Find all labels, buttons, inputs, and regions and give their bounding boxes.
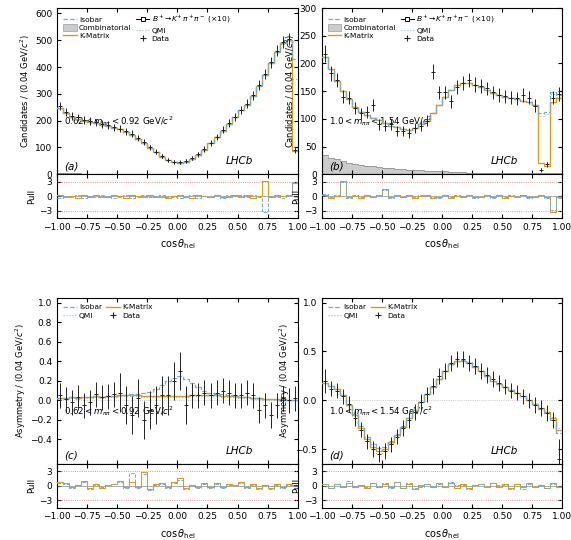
Text: $1.0 < m_{\pi\pi} < 1.54$ GeV/$c^2$: $1.0 < m_{\pi\pi} < 1.54$ GeV/$c^2$ [329, 403, 433, 417]
Y-axis label: Pull: Pull [292, 188, 301, 204]
Text: LHCb: LHCb [226, 446, 253, 456]
X-axis label: $\cos\theta_{\rm hel}$: $\cos\theta_{\rm hel}$ [424, 238, 460, 251]
Text: (d): (d) [329, 451, 344, 461]
Text: LHCb: LHCb [226, 156, 253, 166]
Legend: Isobar, Combinatorial, K-Matrix, $B^+\!\to\!K^{\!+}\pi^+\pi^-$ ($\times$10), QMI: Isobar, Combinatorial, K-Matrix, $B^+\!\… [325, 12, 497, 44]
Y-axis label: Pull: Pull [292, 478, 301, 494]
X-axis label: $\cos\theta_{\rm hel}$: $\cos\theta_{\rm hel}$ [159, 238, 195, 251]
Y-axis label: Pull: Pull [27, 188, 36, 204]
Text: LHCb: LHCb [490, 446, 518, 456]
Text: (c): (c) [65, 451, 78, 461]
Legend: Isobar, QMI, K-Matrix, Data: Isobar, QMI, K-Matrix, Data [325, 301, 420, 321]
Y-axis label: Candidates / (0.04 GeV/$c^2$): Candidates / (0.04 GeV/$c^2$) [284, 35, 297, 148]
X-axis label: $\cos\theta_{\rm hel}$: $\cos\theta_{\rm hel}$ [159, 527, 195, 540]
Text: (a): (a) [65, 161, 79, 171]
Text: $0.62 < m_{\pi\pi} < 0.92$ GeV/$c^2$: $0.62 < m_{\pi\pi} < 0.92$ GeV/$c^2$ [65, 403, 174, 417]
Text: $0.62 < m_{\pi\pi} < 0.92$ GeV/$c^2$: $0.62 < m_{\pi\pi} < 0.92$ GeV/$c^2$ [65, 114, 174, 128]
Legend: Isobar, Combinatorial, K-Matrix, $B^+\!\to\!K^{\!+}\pi^+\pi^-$ ($\times$10), QMI: Isobar, Combinatorial, K-Matrix, $B^+\!\… [61, 12, 232, 44]
Y-axis label: Pull: Pull [27, 478, 36, 494]
Y-axis label: Asymmetry / (0.04 GeV/$c^2$): Asymmetry / (0.04 GeV/$c^2$) [13, 323, 28, 438]
Text: LHCb: LHCb [490, 156, 518, 166]
Y-axis label: Asymmetry / (0.04 GeV/$c^2$): Asymmetry / (0.04 GeV/$c^2$) [278, 323, 292, 438]
Y-axis label: Candidates / (0.04 GeV/$c^2$): Candidates / (0.04 GeV/$c^2$) [19, 35, 32, 148]
Text: (b): (b) [329, 161, 344, 171]
X-axis label: $\cos\theta_{\rm hel}$: $\cos\theta_{\rm hel}$ [424, 527, 460, 540]
Text: $1.0 < m_{\pi\pi} < 1.54$ GeV/$c^2$: $1.0 < m_{\pi\pi} < 1.54$ GeV/$c^2$ [329, 114, 433, 128]
Legend: Isobar, QMI, K-Matrix, Data: Isobar, QMI, K-Matrix, Data [61, 301, 155, 321]
